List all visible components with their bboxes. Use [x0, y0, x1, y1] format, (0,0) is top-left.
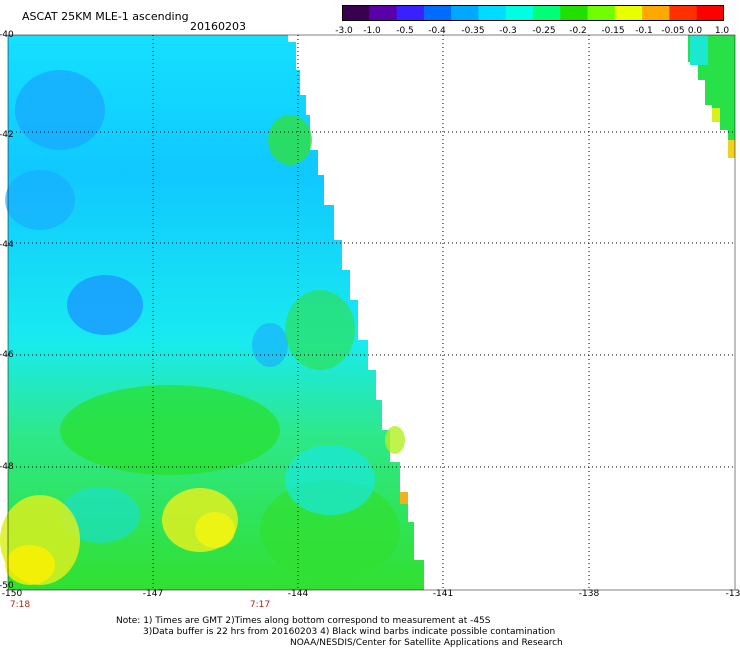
note-line: 3)Data buffer is 22 hrs from 20160203 4)…	[143, 627, 556, 637]
colorbar-segment	[478, 5, 507, 21]
colorbar-tick: -3.0	[335, 26, 353, 36]
colorbar-frame	[342, 5, 724, 21]
grid-lines	[8, 35, 735, 590]
colorbar	[342, 5, 724, 21]
blue-patch	[252, 323, 288, 367]
cyan-patch	[285, 445, 375, 515]
x-tick-label: -13	[725, 589, 740, 599]
y-tick-label: -42	[0, 130, 14, 140]
colorbar-tick: -0.5	[396, 26, 414, 36]
colorbar-segment	[560, 5, 589, 21]
x-tick-label: -141	[432, 589, 454, 599]
note-line: NOAA/NESDIS/Center for Satellite Applica…	[290, 638, 563, 648]
colorbar-segment	[423, 5, 452, 21]
colorbar-tick: -0.4	[428, 26, 446, 36]
yellow-patch	[5, 545, 55, 585]
data-swath	[0, 35, 424, 590]
colorbar-tick: -0.15	[601, 26, 625, 36]
map-frame	[7, 34, 736, 591]
cyan-patch	[690, 35, 708, 65]
green-patch	[285, 290, 355, 370]
yellow-patch	[728, 140, 735, 158]
product-title: ASCAT 25KM MLE-1 ascending	[22, 10, 189, 23]
colorbar-segment	[342, 5, 370, 21]
colorbar-segment	[669, 5, 698, 21]
note-line: Note: 1) Times are GMT 2)Times along bot…	[116, 616, 491, 626]
colorbar-segment	[696, 5, 724, 21]
yellow-patch	[195, 512, 235, 548]
colorbar-tick: -1.0	[363, 26, 381, 36]
blue-patch	[15, 70, 105, 150]
colorbar-tick: 0.0	[687, 26, 703, 36]
time-label: 7:18	[9, 600, 31, 610]
colorbar-tick: -0.1	[635, 26, 653, 36]
colorbar-tick: -0.25	[532, 26, 556, 36]
green-patch	[260, 480, 400, 580]
colorbar-tick: -0.3	[499, 26, 517, 36]
colorbar-segment	[533, 5, 561, 21]
x-tick-label: -144	[287, 589, 309, 599]
product-date: 20160203	[190, 20, 246, 33]
blue-patch	[5, 170, 75, 230]
y-tick-label: -44	[0, 240, 14, 250]
data-swath-right	[688, 35, 735, 158]
colorbar-segment	[369, 5, 398, 21]
colorbar-segment	[451, 5, 479, 21]
x-tick-label: -138	[578, 589, 600, 599]
blue-patch	[67, 275, 143, 335]
colorbar-tick: -0.2	[569, 26, 587, 36]
orange-pixel	[400, 492, 408, 504]
x-tick-label: -147	[142, 589, 164, 599]
colorbar-tick-labels: -3.0 -1.0 -0.5 -0.4 -0.35 -0.3 -0.25 -0.…	[330, 26, 730, 40]
colorbar-tick: -0.35	[461, 26, 485, 36]
yellow-patch	[385, 426, 405, 454]
y-tick-label: -40	[0, 30, 14, 40]
colorbar-segment	[642, 5, 670, 21]
colorbar-segment	[587, 5, 616, 21]
colorbar-segment	[396, 5, 425, 21]
colorbar-tick: -0.05	[661, 26, 685, 36]
green-patch	[268, 115, 312, 165]
time-label: 7:17	[249, 600, 271, 610]
colorbar-tick: 1.0	[714, 26, 730, 36]
green-patch	[60, 385, 280, 475]
colorbar-segment	[505, 5, 534, 21]
y-tick-label: -48	[0, 462, 14, 472]
cyan-patch	[60, 487, 140, 543]
colorbar-segment	[614, 5, 643, 21]
y-tick-label: -50	[0, 581, 14, 591]
y-tick-label: -46	[0, 350, 14, 360]
yellow-patch	[712, 108, 720, 122]
x-tick-label: -150	[1, 589, 23, 599]
